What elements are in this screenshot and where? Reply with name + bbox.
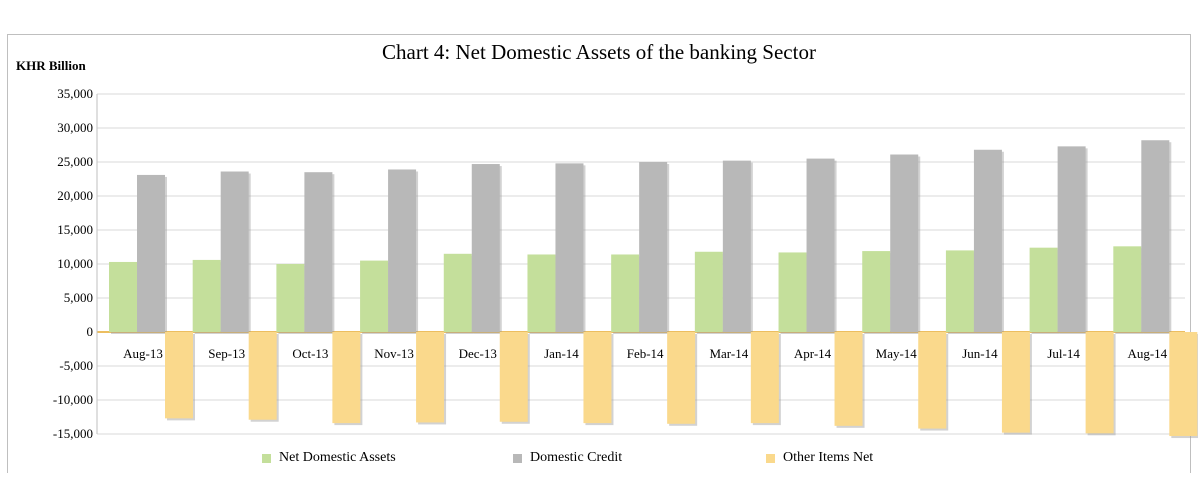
chart-legend: Net Domestic Assets Domestic Credit Othe… — [0, 450, 1198, 472]
bar-domestic-credit-aug-14 — [1141, 140, 1170, 332]
y-tick-label: 30,000 — [57, 120, 93, 135]
legend-swatch-net-domestic-assets — [262, 453, 271, 463]
chart-title: Chart 4: Net Domestic Assets of the bank… — [382, 40, 816, 64]
bar-domestic-credit-jun-14 — [973, 149, 1002, 332]
bar-net-domestic-assets-apr-14 — [778, 252, 807, 332]
bar-other-items-net-sep-13 — [248, 332, 277, 420]
bar-other-items-net-feb-14 — [667, 332, 696, 424]
y-tick-label: 25,000 — [57, 154, 93, 169]
bar-other-items-net-nov-13 — [416, 332, 445, 423]
y-tick-label: 0 — [87, 324, 94, 339]
bar-net-domestic-assets-dec-13 — [443, 253, 472, 332]
bar-other-items-net-jun-14 — [1001, 332, 1030, 433]
y-tick-label: -10,000 — [53, 392, 93, 407]
legend-item-net-domestic-assets: Net Domestic Assets — [262, 450, 396, 466]
y-tick-label: -15,000 — [53, 426, 93, 441]
bar-other-items-net-jul-14 — [1085, 332, 1114, 434]
x-category-label: Dec-13 — [459, 346, 497, 361]
bar-domestic-credit-may-14 — [890, 154, 919, 332]
bar-net-domestic-assets-may-14 — [862, 251, 891, 332]
x-category-label: Oct-13 — [292, 346, 328, 361]
legend-label-domestic-credit: Domestic Credit — [530, 450, 623, 465]
bar-other-items-net-apr-14 — [834, 332, 863, 426]
x-category-label: Jun-14 — [962, 346, 998, 361]
bar-other-items-net-jan-14 — [583, 332, 612, 424]
bar-domestic-credit-apr-14 — [806, 158, 835, 332]
y-tick-label: 20,000 — [57, 188, 93, 203]
bar-other-items-net-may-14 — [918, 332, 947, 429]
bar-domestic-credit-sep-13 — [220, 171, 249, 332]
y-tick-label: 10,000 — [57, 256, 93, 271]
bar-domestic-credit-oct-13 — [304, 172, 333, 332]
bar-net-domestic-assets-jan-14 — [527, 254, 556, 332]
legend-swatch-other-items-net — [766, 453, 775, 463]
legend-swatch-domestic-credit — [513, 453, 522, 463]
x-category-label: Sep-13 — [208, 346, 245, 361]
x-category-label: Aug-13 — [123, 346, 163, 361]
bar-net-domestic-assets-aug-13 — [109, 261, 137, 332]
x-category-label: Nov-13 — [374, 346, 414, 361]
bar-net-domestic-assets-sep-13 — [192, 259, 221, 332]
bar-domestic-credit-mar-14 — [722, 160, 751, 332]
bar-other-items-net-mar-14 — [750, 332, 779, 424]
y-tick-label: 35,000 — [57, 86, 93, 101]
bar-other-items-net-dec-13 — [499, 332, 528, 422]
bar-domestic-credit-nov-13 — [388, 169, 417, 332]
bar-other-items-net-aug-14 — [1169, 332, 1198, 437]
x-category-label: Jan-14 — [544, 346, 579, 361]
x-category-label: May-14 — [876, 346, 918, 361]
bar-domestic-credit-feb-14 — [639, 162, 668, 332]
bar-net-domestic-assets-aug-14 — [1113, 246, 1142, 332]
bar-net-domestic-assets-nov-13 — [360, 260, 389, 332]
x-category-label: Apr-14 — [794, 346, 832, 361]
bar-other-items-net-aug-13 — [165, 332, 193, 419]
y-tick-label: -5,000 — [59, 358, 93, 373]
legend-label-other-items-net: Other Items Net — [783, 450, 874, 465]
bar-domestic-credit-dec-13 — [471, 164, 500, 332]
x-category-label: Feb-14 — [627, 346, 664, 361]
bar-net-domestic-assets-oct-13 — [276, 264, 305, 332]
y-tick-label: 15,000 — [57, 222, 93, 237]
legend-item-domestic-credit: Domestic Credit — [513, 450, 622, 466]
x-category-label: Jul-14 — [1047, 346, 1080, 361]
legend-item-other-items-net: Other Items Net — [766, 450, 873, 466]
bar-domestic-credit-jan-14 — [555, 163, 584, 332]
bar-net-domestic-assets-jul-14 — [1029, 247, 1058, 332]
x-category-label: Aug-14 — [1127, 346, 1167, 361]
bar-net-domestic-assets-feb-14 — [611, 254, 640, 332]
x-category-label: Mar-14 — [709, 346, 748, 361]
bar-other-items-net-oct-13 — [332, 332, 361, 424]
bar-domestic-credit-jul-14 — [1057, 146, 1086, 332]
bar-domestic-credit-aug-13 — [137, 174, 165, 332]
chart-frame — [7, 34, 1191, 473]
legend-label-net-domestic-assets: Net Domestic Assets — [279, 450, 396, 465]
bar-net-domestic-assets-jun-14 — [945, 250, 974, 332]
bar-net-domestic-assets-mar-14 — [694, 251, 723, 332]
y-tick-label: 5,000 — [64, 290, 93, 305]
y-axis-unit-label: KHR Billion — [16, 58, 86, 73]
